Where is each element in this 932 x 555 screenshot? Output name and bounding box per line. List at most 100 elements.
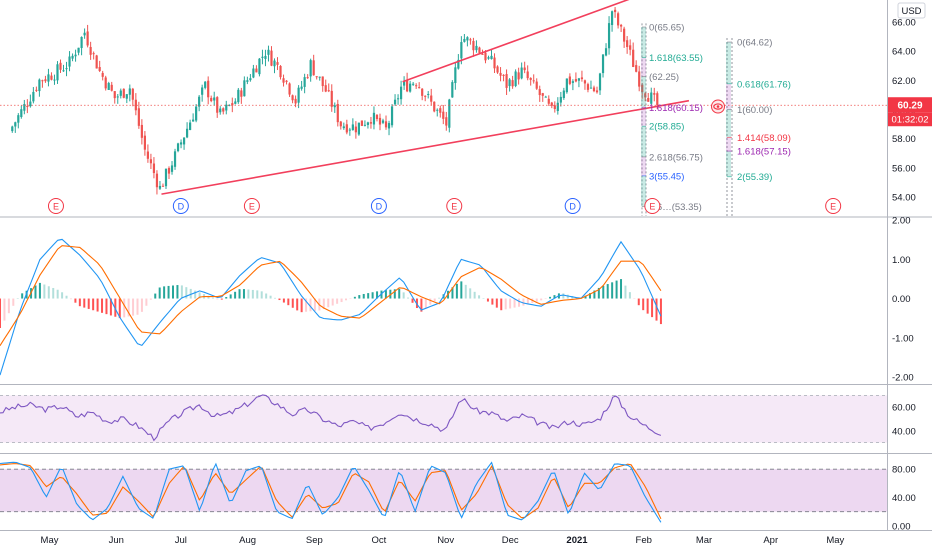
fib-zone xyxy=(641,156,646,176)
macd-histogram-bar xyxy=(171,285,174,299)
time-tick-label: Nov xyxy=(437,535,454,546)
stochastic-pane[interactable] xyxy=(0,461,887,523)
macd-histogram-bar xyxy=(504,298,507,310)
event-marker[interactable]: E xyxy=(47,198,64,214)
macd-histogram-bar xyxy=(132,298,135,316)
time-axis[interactable]: May Jun Jul Aug Sep Oct Nov Dec 2021 Feb Mar Apr May xyxy=(41,535,845,546)
candle-body xyxy=(544,96,547,98)
candle-body xyxy=(595,90,599,93)
candle-body xyxy=(336,103,339,123)
candle-body xyxy=(279,65,282,78)
event-marker[interactable]: E xyxy=(644,198,661,214)
macd-histogram-bar xyxy=(620,279,623,299)
candle-body xyxy=(234,101,237,104)
macd-histogram-bar xyxy=(642,298,645,311)
candle-body xyxy=(632,49,635,67)
macd-pane[interactable] xyxy=(0,238,662,376)
candle-body xyxy=(514,71,517,87)
candle-body xyxy=(164,168,168,187)
candle-body xyxy=(47,74,50,82)
stoch-band xyxy=(0,469,887,512)
currency-button[interactable]: USD xyxy=(897,2,926,19)
grid xyxy=(0,0,932,531)
candle-body xyxy=(553,105,556,110)
candle-body xyxy=(499,72,502,76)
fib-extension-right[interactable]: 0(64.62) 0.618(61.76) 1(60.00) 1.414(58.09)… xyxy=(726,38,791,216)
event-marker[interactable]: D xyxy=(370,198,387,214)
event-marker[interactable]: D xyxy=(564,198,581,214)
macd-histogram-bar xyxy=(96,298,99,312)
candle-body xyxy=(638,71,641,87)
macd-histogram-bar xyxy=(92,298,95,311)
candle-body xyxy=(158,185,162,189)
event-marker[interactable]: D xyxy=(172,198,189,214)
candle-body xyxy=(288,83,291,95)
time-tick-label: May xyxy=(826,535,844,546)
candle-body xyxy=(409,83,412,92)
candle-body xyxy=(225,104,228,111)
macd-histogram-bar xyxy=(411,298,414,303)
candle-body xyxy=(357,122,360,135)
time-tick-label: Apr xyxy=(763,535,778,546)
macd-histogram-bar xyxy=(21,293,24,299)
candle-body xyxy=(201,87,204,95)
candle-body xyxy=(86,31,89,46)
fib-extension-left[interactable]: 0(65.65) 1.618(63.55) (62.25) 1.618(60.15) 2… xyxy=(641,23,703,217)
candle-body xyxy=(267,49,270,55)
event-marker[interactable]: E xyxy=(825,198,842,214)
macd-histogram-bar xyxy=(65,295,68,299)
trendline[interactable] xyxy=(161,99,690,195)
event-circle xyxy=(47,198,64,214)
candle-body xyxy=(252,68,255,78)
candle-body xyxy=(119,90,122,96)
event-circle xyxy=(243,198,260,214)
fib-level-label: 2.618(56.75) xyxy=(649,152,703,163)
fib-level-label: 0.618(61.76) xyxy=(737,79,791,90)
event-marker[interactable]: E xyxy=(243,198,260,214)
rsi-pane[interactable] xyxy=(0,394,887,443)
macd-histogram-bar xyxy=(429,298,432,305)
candle-body xyxy=(623,28,626,42)
candle-body xyxy=(309,60,312,77)
macd-histogram-bar xyxy=(513,298,516,308)
macd-histogram-bar xyxy=(83,298,86,308)
candle-body xyxy=(442,111,445,119)
macd-histogram-bar xyxy=(278,298,281,301)
candle-body xyxy=(149,159,153,164)
candle-body xyxy=(65,68,68,70)
macd-histogram-bar xyxy=(189,288,192,299)
price-pane[interactable]: 0(65.65) 1.618(63.55) (62.25) 1.618(60.15) 2… xyxy=(0,0,887,216)
candle-body xyxy=(559,96,562,103)
candle-body xyxy=(140,124,143,138)
candle-body xyxy=(59,62,62,70)
macd-histogram-bar xyxy=(358,295,361,299)
trendline[interactable] xyxy=(402,0,636,83)
visibility-eye-icon[interactable] xyxy=(711,99,725,114)
event-label: E xyxy=(249,201,255,211)
candle-body xyxy=(656,93,659,106)
event-marker[interactable]: E xyxy=(446,198,463,214)
fib-zone xyxy=(726,42,731,84)
macd-histogram-bar xyxy=(12,298,15,306)
rsi-line xyxy=(0,394,662,442)
candle-body xyxy=(176,143,180,152)
macd-histogram-bar xyxy=(256,290,259,299)
candle-body xyxy=(568,76,571,84)
fib-level-label: 2(58.85) xyxy=(649,122,684,133)
candle-body xyxy=(146,151,150,159)
fib-zone xyxy=(726,137,731,152)
candle-body xyxy=(372,112,376,125)
event-label: D xyxy=(178,201,185,211)
macd-histogram-bar xyxy=(526,298,529,305)
candle-body xyxy=(143,135,146,150)
candle-body xyxy=(53,79,56,81)
macd-histogram-bar xyxy=(544,298,547,300)
time-tick-label: Mar xyxy=(696,535,712,546)
macd-histogram-bar xyxy=(61,292,64,299)
candle-body xyxy=(62,70,65,72)
candle-body xyxy=(562,90,565,99)
candle-body xyxy=(255,68,258,73)
macd-histogram-bar xyxy=(615,280,618,299)
